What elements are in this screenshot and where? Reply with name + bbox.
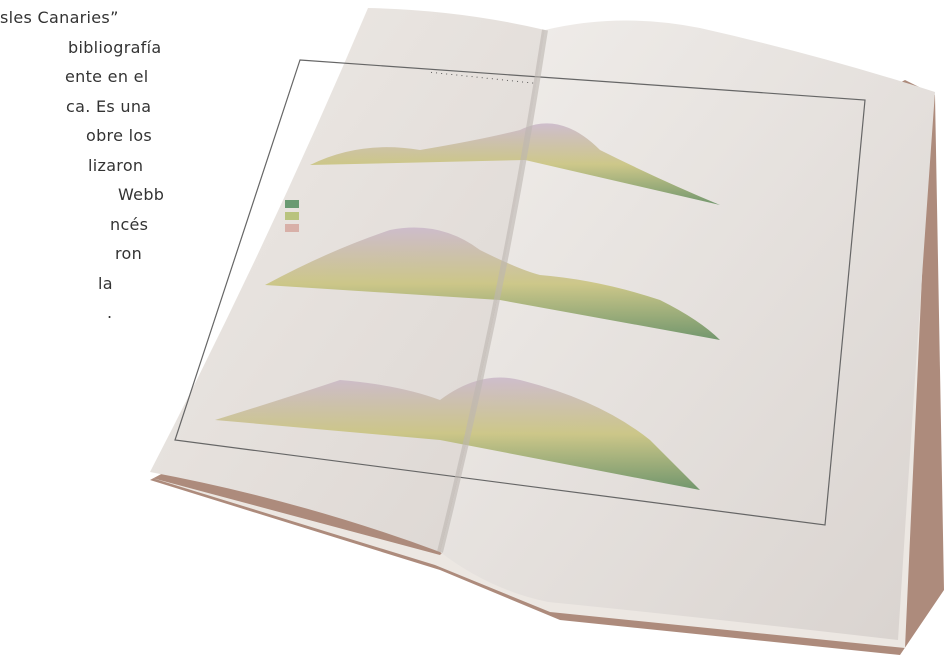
text-line: . — [107, 303, 113, 322]
text-line: la — [98, 273, 113, 293]
spine — [437, 29, 548, 553]
text-line: ron — [115, 244, 143, 263]
profile — [310, 123, 720, 205]
text-line: obre los — [86, 126, 153, 145]
profile — [265, 227, 720, 340]
text-line: sles Canaries” — [0, 8, 119, 27]
text-block: sles Canaries” bibliografía ente en el ca. … — [0, 0, 200, 360]
legend-swatch — [285, 200, 299, 208]
legend-swatch — [285, 224, 299, 232]
text-line: ente en el — [65, 67, 149, 86]
text-line: ncés — [110, 214, 149, 234]
profile — [215, 377, 700, 490]
text-line: lizaron — [88, 155, 144, 175]
legend-swatch — [285, 212, 299, 220]
text-line: bibliografía — [68, 37, 162, 57]
plate-frame — [174, 59, 866, 526]
text-line: ca. Es una — [66, 96, 152, 116]
text-line: Webb — [118, 185, 165, 204]
